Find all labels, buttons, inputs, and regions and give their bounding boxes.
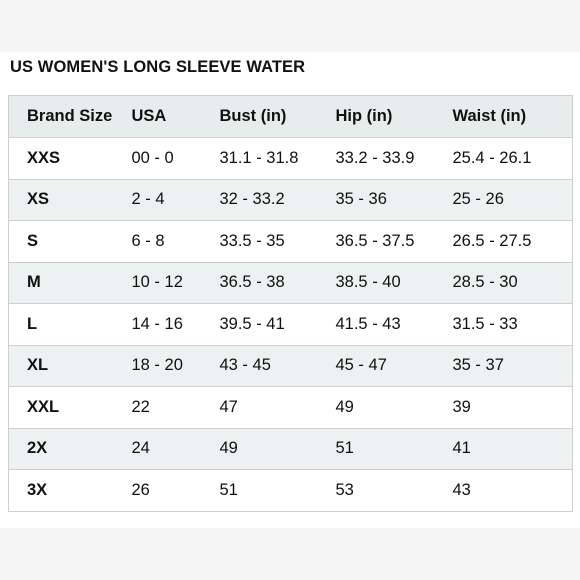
- cell-waist: 26.5 - 27.5: [452, 220, 573, 263]
- cell-usa: 14 - 16: [131, 303, 220, 346]
- cell-usa: 2 - 4: [131, 178, 220, 221]
- cell-usa: 18 - 20: [131, 344, 220, 387]
- cell-brand-size: M: [8, 261, 132, 304]
- cell-hip: 53: [335, 469, 453, 512]
- cell-waist: 25 - 26: [452, 178, 573, 221]
- cell-hip: 35 - 36: [335, 178, 453, 221]
- cell-bust: 47: [219, 386, 336, 429]
- cell-waist: 39: [452, 386, 573, 429]
- page-title: US WOMEN'S LONG SLEEVE WATER: [10, 58, 306, 76]
- header-brand-size: Brand Size: [8, 95, 132, 138]
- cell-usa: 10 - 12: [131, 261, 220, 304]
- header-bust: Bust (in): [219, 95, 336, 138]
- cell-hip: 41.5 - 43: [335, 303, 453, 346]
- cell-brand-size: 3X: [8, 469, 132, 512]
- cell-brand-size: XL: [8, 344, 132, 387]
- cell-waist: 35 - 37: [452, 344, 573, 387]
- cell-usa: 24: [131, 427, 220, 470]
- header-waist: Waist (in): [452, 95, 573, 138]
- cell-brand-size: L: [8, 303, 132, 346]
- cell-bust: 36.5 - 38: [219, 261, 336, 304]
- cell-waist: 25.4 - 26.1: [452, 137, 573, 180]
- cell-usa: 6 - 8: [131, 220, 220, 263]
- cell-bust: 43 - 45: [219, 344, 336, 387]
- table-row: XXL 22 47 49 39: [8, 386, 573, 429]
- table-row: XL 18 - 20 43 - 45 45 - 47 35 - 37: [8, 344, 573, 387]
- cell-bust: 31.1 - 31.8: [219, 137, 336, 180]
- cell-bust: 49: [219, 427, 336, 470]
- cell-hip: 45 - 47: [335, 344, 453, 387]
- header-hip: Hip (in): [335, 95, 453, 138]
- cell-hip: 33.2 - 33.9: [335, 137, 453, 180]
- cell-bust: 51: [219, 469, 336, 512]
- cell-bust: 33.5 - 35: [219, 220, 336, 263]
- table-row: S 6 - 8 33.5 - 35 36.5 - 37.5 26.5 - 27.…: [8, 220, 573, 263]
- cell-waist: 31.5 - 33: [452, 303, 573, 346]
- cell-usa: 00 - 0: [131, 137, 220, 180]
- cell-bust: 39.5 - 41: [219, 303, 336, 346]
- table-row: L 14 - 16 39.5 - 41 41.5 - 43 31.5 - 33: [8, 303, 573, 346]
- table-row: XS 2 - 4 32 - 33.2 35 - 36 25 - 26: [8, 178, 573, 221]
- table-row: 2X 24 49 51 41: [8, 427, 573, 470]
- table-header-row: Brand Size USA Bust (in) Hip (in) Waist …: [8, 95, 573, 138]
- cell-usa: 22: [131, 386, 220, 429]
- cell-hip: 38.5 - 40: [335, 261, 453, 304]
- table-row: M 10 - 12 36.5 - 38 38.5 - 40 28.5 - 30: [8, 261, 573, 304]
- cell-hip: 51: [335, 427, 453, 470]
- cell-waist: 43: [452, 469, 573, 512]
- cell-brand-size: XS: [8, 178, 132, 221]
- cell-bust: 32 - 33.2: [219, 178, 336, 221]
- cell-usa: 26: [131, 469, 220, 512]
- cell-brand-size: XXS: [8, 137, 132, 180]
- cell-waist: 28.5 - 30: [452, 261, 573, 304]
- size-chart-table: Brand Size USA Bust (in) Hip (in) Waist …: [8, 95, 573, 512]
- cell-waist: 41: [452, 427, 573, 470]
- cell-brand-size: S: [8, 220, 132, 263]
- header-usa: USA: [131, 95, 220, 138]
- cell-brand-size: XXL: [8, 386, 132, 429]
- table-row: 3X 26 51 53 43: [8, 469, 573, 512]
- table-row: XXS 00 - 0 31.1 - 31.8 33.2 - 33.9 25.4 …: [8, 137, 573, 180]
- cell-hip: 36.5 - 37.5: [335, 220, 453, 263]
- cell-brand-size: 2X: [8, 427, 132, 470]
- cell-hip: 49: [335, 386, 453, 429]
